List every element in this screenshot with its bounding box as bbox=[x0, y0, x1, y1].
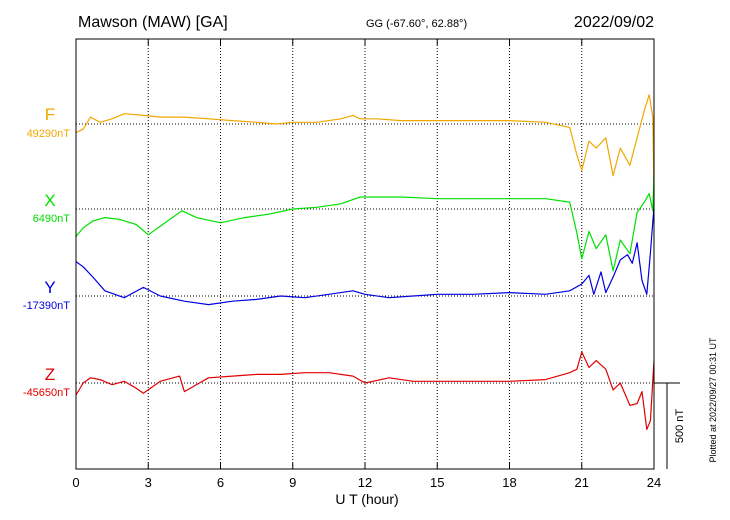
x-tick-label: 0 bbox=[72, 475, 79, 490]
x-tick-label: 6 bbox=[217, 475, 224, 490]
series-layer: F 49290nT X 6490nT Y -17390nT Z -45650nT bbox=[23, 94, 655, 430]
x-tick-label: 3 bbox=[145, 475, 152, 490]
series-line-x bbox=[75, 172, 655, 272]
x-tick-label: 18 bbox=[502, 475, 516, 490]
series-label-z: Z bbox=[45, 365, 55, 384]
series-label-y: Y bbox=[44, 278, 55, 297]
plot-frame bbox=[75, 38, 655, 470]
scale-bar-label: 500 nT bbox=[674, 409, 686, 444]
x-tick-label: 9 bbox=[289, 475, 296, 490]
grid-lines bbox=[147, 39, 583, 469]
x-tick-label: 21 bbox=[575, 475, 589, 490]
x-tick-label: 15 bbox=[430, 475, 444, 490]
baseline-label-y: -17390nT bbox=[23, 300, 70, 312]
plotted-timestamp: Plotted at 2022/09/27 00:31 UT bbox=[708, 337, 718, 463]
series-line-f bbox=[75, 94, 655, 197]
x-tick-label: 12 bbox=[358, 475, 372, 490]
scale-bar: 500 nT bbox=[654, 382, 686, 469]
geo-coordinates: GG (-67.60°, 62.88°) bbox=[366, 18, 467, 30]
series-line-z bbox=[75, 351, 655, 430]
baseline-label-z: -45650nT bbox=[23, 387, 70, 399]
series-line-y bbox=[75, 206, 655, 306]
x-axis: 0 3 6 9 12 15 18 21 24 bbox=[72, 39, 661, 490]
series-label-f: F bbox=[45, 105, 55, 124]
x-axis-title: U T (hour) bbox=[335, 491, 398, 507]
series-label-x: X bbox=[44, 191, 55, 210]
station-title: Mawson (MAW) [GA] bbox=[78, 14, 228, 31]
baseline-label-x: 6490nT bbox=[33, 213, 71, 225]
baseline-label-f: 49290nT bbox=[27, 128, 71, 140]
x-tick-label: 24 bbox=[647, 475, 661, 490]
date-label: 2022/09/02 bbox=[574, 14, 654, 31]
